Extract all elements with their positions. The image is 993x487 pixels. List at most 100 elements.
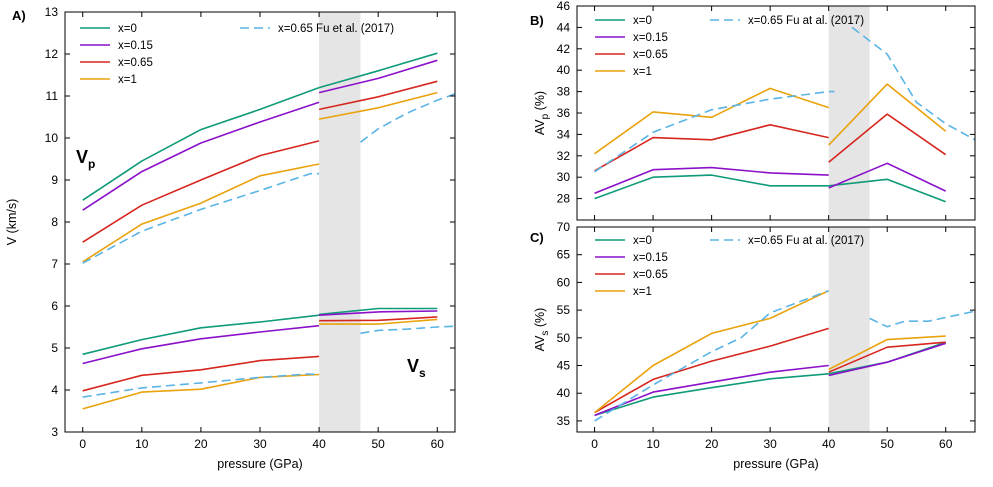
legend-entry-x-0-15: x=0.15 (633, 252, 668, 264)
x-tick-label: 40 (822, 437, 836, 451)
series-line-x-0-15 (828, 342, 946, 377)
series-line-x-0-65-fu-at-al-2017 (594, 289, 829, 422)
series-line-x-0 (594, 174, 829, 200)
x-tick-label: 30 (253, 437, 267, 451)
x-tick-label: 10 (646, 437, 660, 451)
y-tick-label: 44 (557, 20, 571, 34)
legend-entry-x-0-65-fu-et-al-2017: x=0.65 Fu et al. (2017) (278, 23, 394, 35)
y-axis-title: AVs (%) (533, 308, 551, 352)
legend-entry-x-1: x=1 (118, 74, 137, 86)
y-tick-label: 60 (557, 275, 571, 289)
series-line-x-0-65 (82, 355, 320, 392)
series-line-x-0-65-fu-et-al-2017 (82, 373, 320, 398)
panel-c: 0 10 20 30 40 50 60 35 40 45 50 55 60 65 70 pressure (G… (530, 220, 976, 471)
plot-frame (576, 226, 976, 433)
shaded-region (319, 12, 361, 432)
series-line-x-0-65 (82, 140, 320, 243)
x-axis-title: pressure (GPa) (733, 457, 818, 471)
y-tick-label: 65 (557, 248, 571, 262)
legend-entry-x-1: x=1 (633, 286, 652, 298)
series-line-x-0-15 (594, 364, 829, 417)
y-tick-label: 30 (557, 170, 571, 184)
legend-entry-x-0-65: x=0.65 (118, 57, 153, 69)
series-line-x-1 (828, 335, 946, 371)
x-axis-title: pressure (GPa) (217, 457, 302, 471)
x-tick-label: 0 (591, 437, 598, 451)
series-line-x-0-65 (318, 80, 438, 111)
legend-entry-x-0-65: x=0.65 (633, 49, 668, 61)
y-tick-label: 4 (51, 383, 58, 397)
series-line-x-0-15 (318, 59, 438, 94)
series-line-x-0-15 (594, 166, 829, 195)
series-line-x-0-65 (828, 113, 947, 163)
series-line-x-1 (319, 318, 438, 325)
y-tick-label: 46 (557, 0, 571, 13)
series-line-x-0-65-fu-at-al-2017 (851, 26, 975, 141)
shaded-region (828, 6, 870, 220)
legend-entry-x-0-65-fu-at-al-2017: x=0.65 Fu at al. (2017) (748, 15, 864, 27)
y-tick-label: 35 (557, 414, 571, 428)
series-line-x-1 (828, 83, 947, 146)
y-tick-label: 36 (557, 106, 571, 120)
series-line-x-0 (828, 178, 946, 203)
series-line-x-0-15 (828, 162, 947, 192)
y-tick-label: 50 (557, 331, 571, 345)
series-line-x-0 (319, 307, 438, 316)
shaded-region (828, 227, 870, 432)
x-tick-label: 50 (881, 437, 895, 451)
panel-label: A) (12, 8, 26, 23)
y-tick-label: 5 (51, 341, 58, 355)
panel-label: C) (530, 230, 544, 245)
panel-label: B) (530, 13, 544, 28)
y-tick-label: 8 (51, 215, 58, 229)
x-tick-label: 20 (194, 437, 208, 451)
legend-entry-x-1: x=1 (633, 66, 652, 78)
y-tick-label: 45 (557, 359, 571, 373)
series-line-x-0-65-fu-et-al-2017 (82, 172, 320, 264)
legend-entry-x-0-65-fu-at-al-2017: x=0.65 Fu at al. (2017) (748, 235, 864, 247)
y-tick-label: 70 (557, 220, 571, 234)
series-line-x-0-15 (82, 101, 320, 211)
y-tick-label: 55 (557, 303, 571, 317)
y-tick-label: 11 (46, 89, 59, 103)
series-line-x-0 (82, 86, 320, 201)
series-line-x-0-65 (319, 316, 438, 322)
legend-entry-x-0-65: x=0.65 (633, 269, 668, 281)
series-line-x-0-65 (594, 124, 829, 172)
y-tick-label: 12 (45, 47, 59, 61)
series-line-x-0 (82, 314, 320, 356)
panel-a: 0 10 20 30 40 50 60 3 4 5 6 7 8 9 10 11 12 13 pressure (GP… (5, 5, 456, 471)
annotation-vp: Vp (76, 147, 95, 171)
x-tick-label: 60 (431, 437, 445, 451)
y-tick-label: 32 (557, 149, 571, 163)
series-line-x-1 (82, 163, 320, 263)
legend: x=0 x=0.15 x=0.65 x=1 x=0.65 Fu at al. (2017… (595, 235, 864, 298)
series-line-x-1 (594, 289, 830, 414)
y-axis-title: AVp (%) (533, 91, 551, 135)
series-line-x-0-65 (594, 327, 829, 414)
legend: x=0 x=0.15 x=0.65 x=1 x=0.65 Fu at al. (2017… (595, 15, 864, 78)
series-line-x-0-65-fu-at-al-2017 (869, 310, 975, 328)
y-tick-label: 40 (557, 386, 571, 400)
y-tick-label: 42 (557, 42, 571, 56)
legend-entry-x-0: x=0 (633, 235, 652, 247)
legend-entry-x-0: x=0 (633, 15, 652, 27)
y-tick-label: 13 (45, 5, 59, 19)
series-line-x-1 (594, 87, 829, 155)
x-tick-label: 20 (705, 437, 719, 451)
series-line-x-0-65-fu-at-al-2017 (594, 90, 835, 173)
series-line-x-0 (594, 373, 829, 417)
legend-entry-x-0: x=0 (118, 23, 137, 35)
annotation-vs: Vs (407, 356, 426, 380)
series-line-x-0-65 (828, 341, 946, 373)
y-tick-label: 9 (51, 173, 58, 187)
x-tick-label: 30 (763, 437, 777, 451)
legend-entry-x-0-15: x=0.15 (118, 40, 153, 52)
series-line-x-0-15 (319, 310, 438, 316)
series-line-x-0 (318, 52, 438, 89)
x-tick-label: 40 (312, 437, 326, 451)
y-tick-label: 28 (557, 192, 571, 206)
y-axis-title: V (km/s) (5, 199, 19, 246)
